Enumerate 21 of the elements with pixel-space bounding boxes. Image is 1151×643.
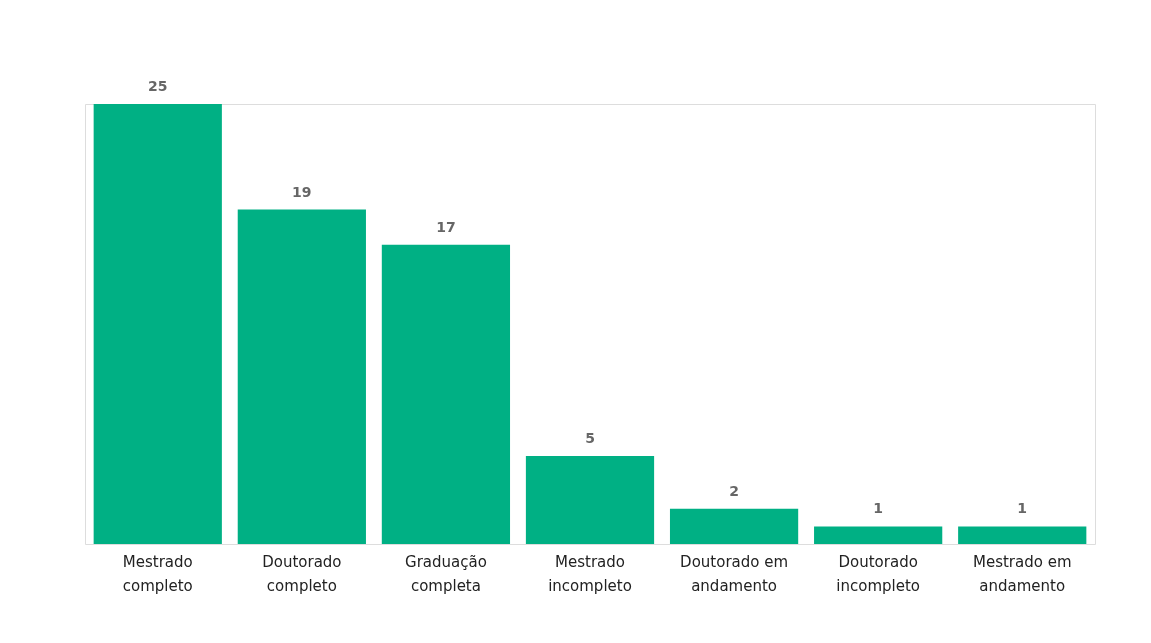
data-label: 1 xyxy=(873,500,884,517)
x-tick-label: Mestrado incompleto xyxy=(548,552,632,595)
bar xyxy=(237,209,366,544)
data-label: 17 xyxy=(436,218,456,235)
bar xyxy=(669,508,799,544)
data-label: 19 xyxy=(292,183,312,200)
data-label: 25 xyxy=(148,78,168,94)
x-tick-label: Doutorado completo xyxy=(262,552,342,595)
bar xyxy=(93,104,222,544)
x-tick-label: Graduação completa xyxy=(405,552,487,595)
data-label: 5 xyxy=(585,430,595,446)
x-tick-label: Mestrado em andamento xyxy=(972,552,1072,595)
data-label: 2 xyxy=(729,482,739,499)
x-tick-label: Mestrado completo xyxy=(122,552,193,595)
x-tick-label: Doutorado em andamento xyxy=(680,552,789,595)
bar xyxy=(381,244,511,544)
x-tick-label: Doutorado incompleto xyxy=(836,552,920,595)
data-label: 1 xyxy=(1017,500,1028,517)
bar xyxy=(958,526,1087,544)
bar xyxy=(814,526,943,544)
bar xyxy=(525,456,655,544)
